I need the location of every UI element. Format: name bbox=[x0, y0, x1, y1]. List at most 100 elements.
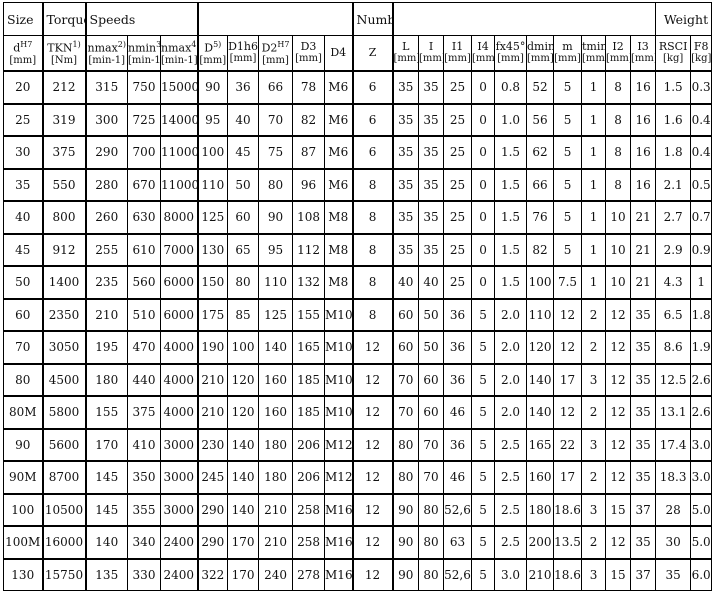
table-cell: 12 bbox=[605, 297, 632, 332]
table-cell: 35 bbox=[392, 102, 420, 137]
column-footnote: 3) bbox=[156, 40, 159, 49]
column-label: I1 bbox=[451, 40, 464, 53]
table-cell: 240 bbox=[258, 557, 294, 591]
column-unit: [min-1] bbox=[128, 54, 161, 66]
table-cell: 3000 bbox=[159, 460, 199, 494]
table-cell: 6 bbox=[352, 135, 394, 169]
table-cell: 6.5 bbox=[655, 297, 692, 332]
table-cell: 245 bbox=[197, 460, 229, 494]
table-cell: 2 bbox=[581, 330, 607, 364]
column-header-i4: I4[mm] bbox=[471, 35, 496, 72]
table-cell: 63 bbox=[443, 525, 473, 559]
table-cell: 290 bbox=[85, 135, 128, 169]
column-header-i3: I3 [mm] bbox=[630, 35, 657, 72]
table-cell: 12 bbox=[352, 460, 394, 494]
table-cell: 2.9 bbox=[655, 232, 692, 267]
table-cell: 180 bbox=[258, 427, 294, 462]
table-row: 25 319 300 725 14000 95 40 70 82 M6 6 35 35 25 0 1.0 56 5… bbox=[3, 102, 713, 137]
table-cell: 2400 bbox=[159, 525, 199, 559]
table-cell: 258 bbox=[292, 525, 326, 559]
table-cell: 25 bbox=[443, 200, 473, 234]
table-cell: 35 bbox=[630, 427, 657, 462]
table-cell: 150 bbox=[197, 265, 229, 299]
table-cell: 35 bbox=[392, 135, 420, 169]
table-cell: 17 bbox=[553, 460, 583, 494]
table-cell: 120 bbox=[227, 362, 260, 397]
column-header-tmin: tmin[mm] bbox=[581, 35, 607, 72]
table-cell: 52,6 bbox=[443, 557, 473, 591]
table-cell: 140 bbox=[227, 427, 260, 462]
table-cell: 10500 bbox=[42, 492, 87, 527]
column-header-nmin: nmin3) [min-1] bbox=[127, 35, 161, 72]
table-cell: 35 bbox=[655, 557, 692, 591]
table-cell: 95 bbox=[197, 102, 229, 137]
column-label: I4 bbox=[477, 40, 489, 53]
table-cell: 110 bbox=[258, 265, 294, 299]
table-cell: 0 bbox=[471, 102, 496, 137]
table-cell: 75 bbox=[258, 135, 294, 169]
table-cell: 112 bbox=[292, 232, 326, 267]
table-cell: 610 bbox=[127, 232, 161, 267]
table-cell: 35 bbox=[418, 200, 445, 234]
table-cell: 60 bbox=[418, 362, 445, 397]
column-unit: [mm] bbox=[229, 53, 257, 64]
column-label: RSCI bbox=[658, 40, 688, 53]
header-speeds: Speeds bbox=[84, 2, 199, 36]
table-cell: 1.5 bbox=[494, 265, 528, 299]
table-cell: 46 bbox=[443, 460, 473, 494]
table-cell: 140 bbox=[526, 395, 555, 429]
table-cell: 1400 bbox=[42, 265, 87, 299]
table-cell: 25 bbox=[443, 102, 473, 137]
column-unit: [mm] bbox=[527, 53, 554, 64]
table-cell: 125 bbox=[197, 200, 229, 234]
table-cell: 90 bbox=[392, 492, 420, 527]
table-cell: 17.4 bbox=[655, 427, 692, 462]
table-cell: 1.5 bbox=[494, 200, 528, 234]
header-blank-dimensions bbox=[197, 2, 354, 36]
table-cell: 90M bbox=[3, 460, 44, 494]
table-cell: 375 bbox=[42, 135, 87, 169]
column-unit: [mm] bbox=[497, 53, 524, 64]
table-cell: 50 bbox=[418, 297, 445, 332]
column-footnote: 1) bbox=[72, 40, 81, 50]
table-cell: 210 bbox=[85, 297, 128, 332]
column-unit: [mm] bbox=[554, 53, 581, 64]
table-cell: 6 bbox=[352, 102, 394, 137]
column-unit: [mm] bbox=[262, 54, 289, 66]
table-cell: 3000 bbox=[159, 492, 199, 527]
table-cell: 140 bbox=[85, 525, 128, 559]
column-label: F8 bbox=[693, 40, 709, 53]
table-cell: 2.5 bbox=[494, 525, 528, 559]
table-cell: 35 bbox=[3, 167, 44, 202]
table-cell: 145 bbox=[85, 492, 128, 527]
table-cell: 80 bbox=[418, 557, 445, 591]
table-cell: 1.5 bbox=[494, 167, 528, 202]
table-cell: 12 bbox=[352, 395, 394, 429]
table-cell: 0.9 bbox=[690, 232, 713, 267]
table-cell: 6.0 bbox=[690, 557, 713, 591]
table-cell: 12 bbox=[553, 330, 583, 364]
table-row: 30 375 290 700 11000 100 45 75 87 M6 6 35 35 25 0 1.5 62… bbox=[3, 135, 713, 169]
table-cell: 5.0 bbox=[690, 492, 713, 527]
table-cell: 12 bbox=[352, 525, 394, 559]
table-cell: 22 bbox=[553, 427, 583, 462]
table-cell: 170 bbox=[227, 557, 260, 591]
table-cell: M6 bbox=[324, 70, 354, 104]
column-unit: [mm] bbox=[419, 53, 444, 64]
table-cell: 66 bbox=[258, 70, 294, 104]
table-cell: 35 bbox=[630, 525, 657, 559]
table-cell: 90 bbox=[258, 200, 294, 234]
table-cell: 1 bbox=[581, 135, 607, 169]
table-cell: 50 bbox=[227, 167, 260, 202]
table-cell: 17 bbox=[553, 362, 583, 397]
table-cell: 36 bbox=[443, 427, 473, 462]
column-unit: [mm] bbox=[444, 53, 471, 64]
table-cell: 2350 bbox=[42, 297, 87, 332]
table-cell: 36 bbox=[227, 70, 260, 104]
header-torque: Torque bbox=[42, 2, 87, 36]
table-cell: 80M bbox=[3, 395, 44, 429]
table-cell: 1.8 bbox=[655, 135, 692, 169]
table-cell: 145 bbox=[85, 460, 128, 494]
table-cell: 30 bbox=[3, 135, 44, 169]
table-cell: 18.6 bbox=[553, 492, 583, 527]
